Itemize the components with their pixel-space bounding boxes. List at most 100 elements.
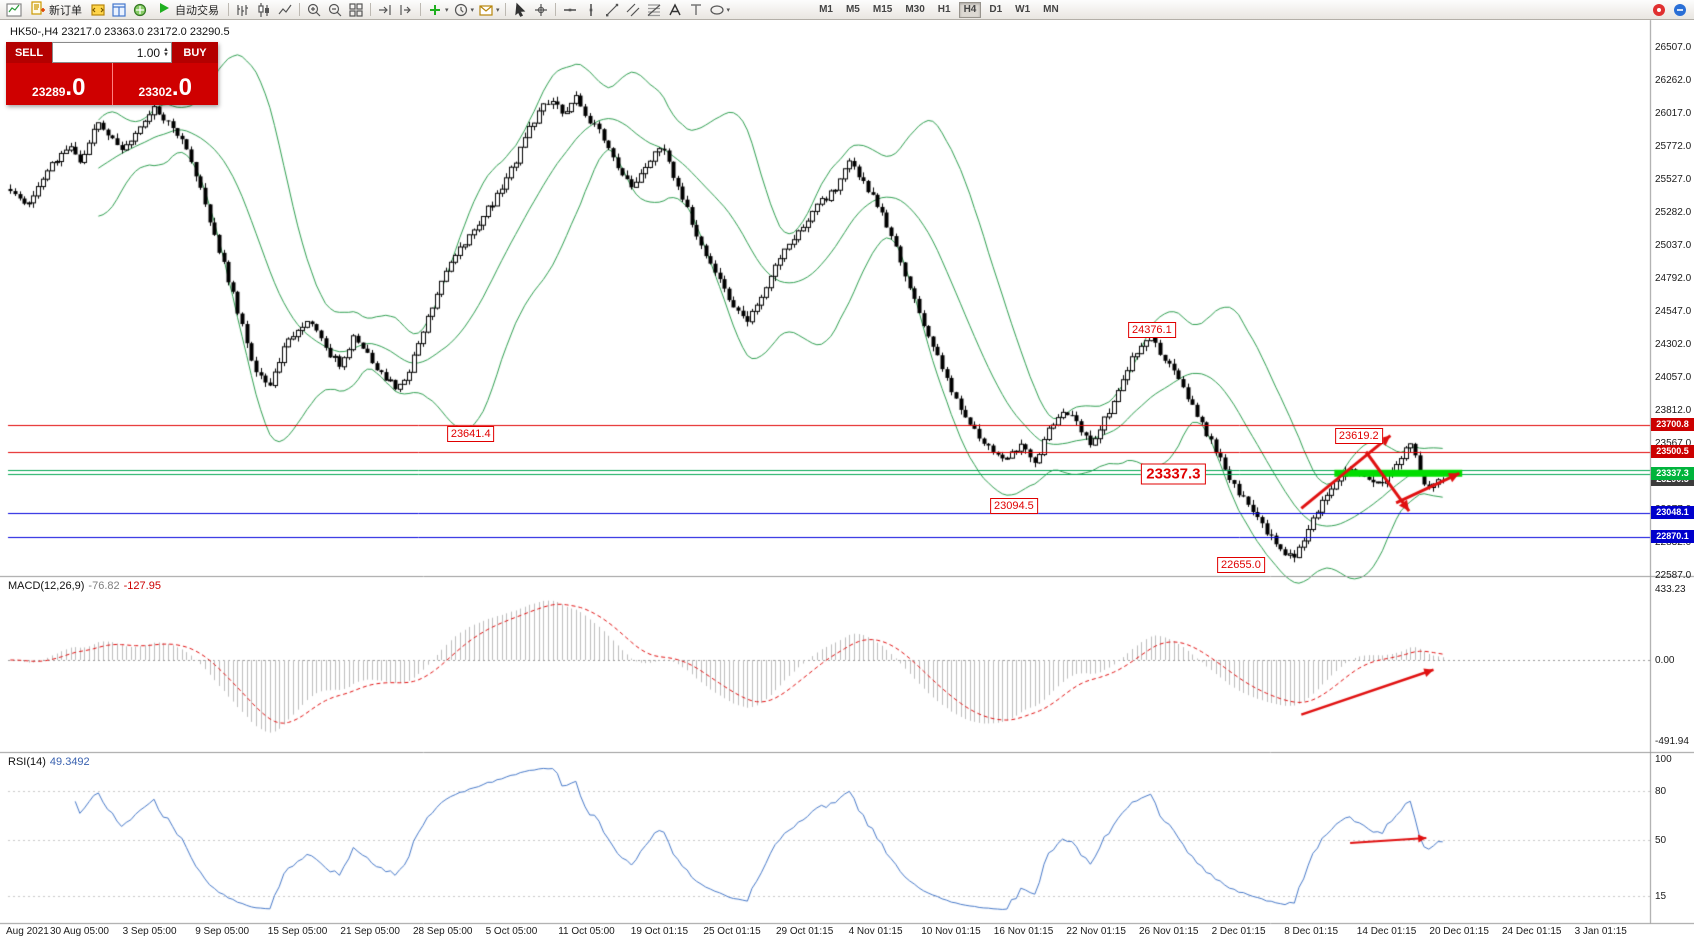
time-axis-label[interactable]: 16 Nov 01:15 bbox=[993, 926, 1054, 937]
bar-chart-icon[interactable] bbox=[233, 1, 253, 19]
time-axis-label[interactable]: 9 Sep 05:00 bbox=[195, 926, 250, 937]
text-icon[interactable] bbox=[665, 1, 685, 19]
shapes-icon[interactable] bbox=[707, 1, 727, 19]
data-window-icon[interactable] bbox=[109, 1, 129, 19]
timeframe-h1-button[interactable]: H1 bbox=[933, 2, 956, 18]
sell-button[interactable]: SELL bbox=[6, 42, 52, 63]
trendline-icon[interactable] bbox=[602, 1, 622, 19]
new-order-button-label: 新订单 bbox=[49, 4, 82, 17]
time-axis-label[interactable]: 11 Oct 05:00 bbox=[558, 926, 615, 937]
price-callout-label[interactable]: 24376.1 bbox=[1127, 322, 1176, 339]
toolbar: 新订单 自动交易 ▾ ▾ ▾ ▾ M1 M5 M15 M30 H1 H4 D1 W1 MN bbox=[0, 0, 1694, 20]
new-order-button[interactable]: 新订单 bbox=[25, 1, 87, 19]
timeframe-h4-button[interactable]: H4 bbox=[958, 1, 982, 18]
price-axis-label: 26262.0 bbox=[1655, 74, 1692, 86]
time-axis-label[interactable]: 30 Aug 05:00 bbox=[50, 926, 109, 937]
price-axis-label: 22587.0 bbox=[1655, 569, 1692, 581]
line-chart-icon[interactable] bbox=[275, 1, 295, 19]
time-axis-label[interactable]: 14 Dec 01:15 bbox=[1356, 926, 1417, 937]
volume-value: 1.00 bbox=[136, 45, 161, 60]
fibonacci-icon[interactable] bbox=[644, 1, 664, 19]
zoom-in-icon[interactable] bbox=[304, 1, 324, 19]
app-icon[interactable] bbox=[4, 1, 24, 19]
time-axis-label[interactable]: 4 Nov 01:15 bbox=[848, 926, 903, 937]
price-divider bbox=[111, 63, 113, 105]
channel-icon[interactable] bbox=[623, 1, 643, 19]
price-axis-label: 23567.0 bbox=[1655, 437, 1692, 449]
auto-scroll-icon[interactable] bbox=[375, 1, 395, 19]
time-axis-label[interactable]: 26 Nov 01:15 bbox=[1139, 926, 1199, 937]
time-axis-label[interactable]: 21 Sep 05:00 bbox=[340, 926, 400, 937]
crosshair-icon[interactable] bbox=[531, 1, 551, 19]
chart-shift-icon[interactable] bbox=[396, 1, 416, 19]
timeframe-m5-button[interactable]: M5 bbox=[841, 2, 865, 18]
toolbar-separator bbox=[299, 3, 300, 16]
tile-windows-icon[interactable] bbox=[346, 1, 366, 19]
buy-button[interactable]: BUY bbox=[172, 42, 218, 63]
time-axis-label[interactable]: 28 Sep 05:00 bbox=[413, 926, 473, 937]
time-axis-label[interactable]: 5 Oct 05:00 bbox=[485, 926, 538, 937]
dropdown-arrow-icon[interactable]: ▾ bbox=[445, 6, 449, 14]
candlestick-chart-icon[interactable] bbox=[254, 1, 274, 19]
time-axis-label[interactable]: 29 Oct 01:15 bbox=[776, 926, 834, 937]
price-callout-label[interactable]: 23641.4 bbox=[446, 425, 495, 442]
price-callout-label[interactable]: 23337.3 bbox=[1141, 463, 1206, 485]
time-axis-label[interactable]: 25 Oct 01:15 bbox=[703, 926, 761, 937]
price-axis-label: 24792.0 bbox=[1655, 272, 1692, 284]
price-tag-red: 23700.8 bbox=[1651, 418, 1694, 432]
sell-price[interactable]: 23289.0 bbox=[32, 73, 86, 101]
timeframe-m15-button[interactable]: M15 bbox=[868, 2, 897, 18]
time-axis-label[interactable]: 20 Dec 01:15 bbox=[1429, 926, 1489, 937]
toolbar-separator bbox=[370, 3, 371, 16]
price-callout-label[interactable]: 22655.0 bbox=[1217, 556, 1265, 573]
add-indicator-icon[interactable] bbox=[425, 1, 445, 19]
time-axis-label[interactable]: 3 Sep 05:00 bbox=[122, 926, 177, 937]
price-callout-label[interactable]: 23094.5 bbox=[990, 498, 1038, 515]
dropdown-arrow-icon[interactable]: ▾ bbox=[726, 6, 731, 14]
symbol-period-label: HK50-,H4 bbox=[10, 26, 59, 38]
time-axis-label[interactable]: 3 Jan 01:15 bbox=[1574, 926, 1627, 937]
toolbar-separator bbox=[420, 3, 421, 16]
volume-stepper[interactable]: ▲ ▼ bbox=[163, 46, 169, 58]
rsi-axis-label: 50 bbox=[1655, 834, 1667, 846]
dropdown-arrow-icon[interactable]: ▾ bbox=[470, 6, 475, 14]
cursor-icon[interactable] bbox=[510, 1, 530, 19]
price-callout-label[interactable]: 23619.2 bbox=[1334, 427, 1383, 444]
timeframe-d1-button[interactable]: D1 bbox=[984, 2, 1007, 18]
price-axis-label: 25282.0 bbox=[1655, 206, 1692, 218]
time-axis-label[interactable]: 22 Nov 01:15 bbox=[1066, 926, 1126, 937]
toolbar-separator bbox=[228, 3, 229, 16]
navigator-icon[interactable] bbox=[130, 1, 150, 19]
template-icon[interactable] bbox=[476, 1, 496, 19]
time-axis-label[interactable]: Aug 2021 bbox=[6, 926, 49, 937]
price-tag-blue: 23048.1 bbox=[1651, 506, 1694, 520]
buy-price[interactable]: 23302.0 bbox=[138, 73, 192, 101]
autotrading-button[interactable]: 自动交易 bbox=[151, 1, 224, 19]
zoom-out-icon[interactable] bbox=[325, 1, 345, 19]
metaeditor-icon[interactable] bbox=[88, 1, 108, 19]
community-icon[interactable] bbox=[1670, 1, 1690, 19]
timeframe-m1-button[interactable]: M1 bbox=[814, 2, 838, 18]
time-axis-label[interactable]: 2 Dec 01:15 bbox=[1211, 926, 1266, 937]
time-axis-label[interactable]: 15 Sep 05:00 bbox=[267, 926, 328, 937]
vertical-line-icon[interactable] bbox=[581, 1, 601, 19]
time-axis-label[interactable]: 24 Dec 01:15 bbox=[1502, 926, 1562, 937]
label-icon[interactable] bbox=[686, 1, 706, 19]
spinner-down-icon[interactable]: ▼ bbox=[163, 51, 169, 58]
timeframe-m30-button[interactable]: M30 bbox=[900, 2, 929, 18]
period-icon[interactable] bbox=[451, 1, 471, 19]
volume-field[interactable]: 1.00 ▲ ▼ bbox=[52, 42, 172, 63]
spinner-up-icon[interactable]: ▲ bbox=[163, 46, 169, 53]
dropdown-arrow-icon[interactable]: ▾ bbox=[496, 6, 500, 14]
alerts-icon[interactable] bbox=[1649, 1, 1669, 19]
chart-ohlc-header: HK50-,H4 23217.0 23363.0 23172.0 23290.5 bbox=[10, 26, 230, 38]
time-axis-label[interactable]: 8 Dec 01:15 bbox=[1284, 926, 1339, 937]
time-axis-label[interactable]: 19 Oct 01:15 bbox=[630, 926, 689, 937]
timeframe-w1-button[interactable]: W1 bbox=[1010, 2, 1035, 18]
horizontal-line-icon[interactable] bbox=[560, 1, 580, 19]
time-axis-label[interactable]: 10 Nov 01:15 bbox=[921, 926, 981, 937]
one-click-trading-panel: SELL 1.00 ▲ ▼ BUY 23289.0 23302.0 bbox=[6, 42, 218, 105]
timeframe-mn-button[interactable]: MN bbox=[1038, 2, 1064, 18]
